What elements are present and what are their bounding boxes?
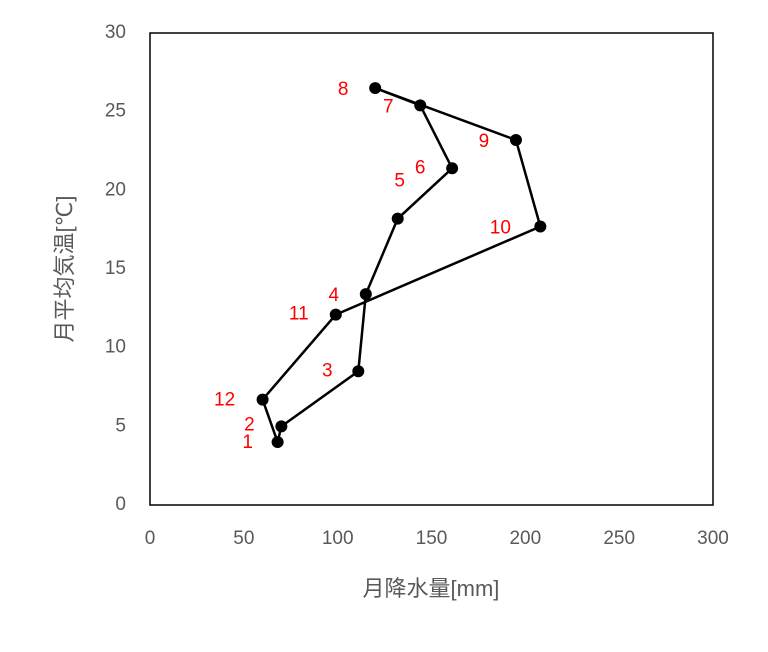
point-label: 4 [329, 285, 340, 306]
point-label: 5 [394, 171, 405, 192]
point-label: 8 [338, 79, 349, 100]
y-tick-label: 5 [115, 415, 126, 436]
data-point [352, 365, 365, 378]
x-tick-label: 300 [697, 528, 729, 549]
y-tick-label: 20 [105, 179, 126, 200]
data-point [271, 436, 284, 449]
closing-segment [261, 399, 279, 443]
y-tick-label: 25 [105, 101, 126, 122]
data-point [359, 288, 372, 301]
point-label: 2 [244, 414, 255, 435]
point-label: 11 [289, 304, 309, 325]
data-line [261, 86, 542, 443]
point-label: 10 [490, 218, 511, 239]
x-tick-label: 50 [233, 528, 254, 549]
data-point [446, 162, 459, 175]
plot-frame [149, 32, 714, 506]
data-point [391, 212, 404, 225]
x-tick-label: 150 [416, 528, 448, 549]
x-tick-label: 100 [322, 528, 354, 549]
x-tick-label: 250 [603, 528, 635, 549]
point-label: 6 [415, 157, 426, 178]
x-tick-label: 0 [145, 528, 156, 549]
data-point [509, 133, 522, 146]
x-tick-label: 200 [509, 528, 541, 549]
point-label: 1 [242, 432, 253, 453]
data-point [256, 393, 269, 406]
x-axis-title: 月降水量[mm] [363, 576, 500, 601]
y-axis-title: 月平均気温[℃] [52, 196, 77, 343]
data-point [414, 99, 427, 112]
data-point [534, 220, 547, 233]
point-label: 3 [322, 360, 333, 381]
point-label: 7 [383, 96, 394, 117]
y-tick-label: 15 [105, 258, 126, 279]
y-tick-label: 10 [105, 337, 126, 358]
point-label: 12 [214, 390, 235, 411]
y-tick-label: 30 [105, 22, 126, 43]
y-tick-label: 0 [115, 494, 126, 515]
point-label: 9 [479, 131, 490, 152]
data-point [275, 420, 288, 433]
data-point [369, 82, 382, 95]
data-point [329, 308, 342, 321]
